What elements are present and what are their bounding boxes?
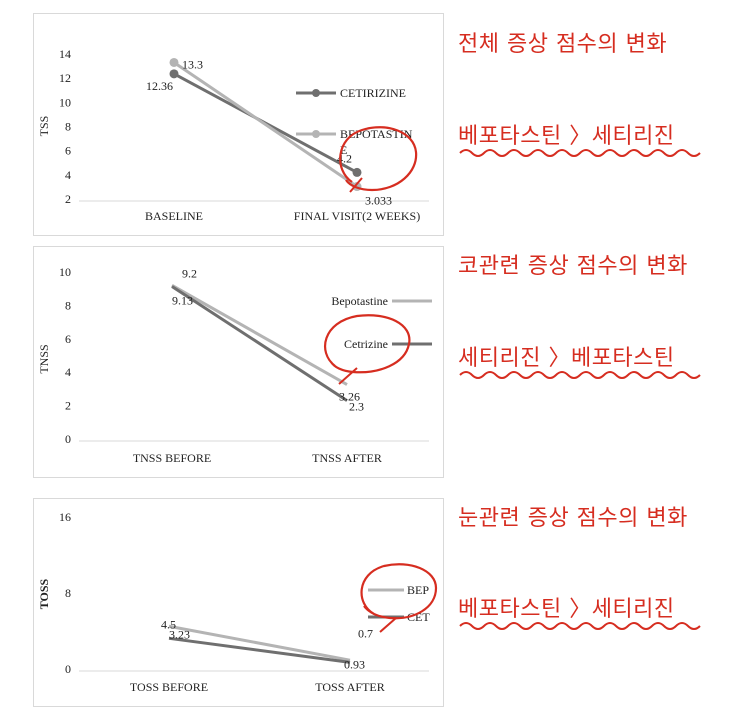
y-tick-label: 2 [65, 399, 71, 413]
annotation-circle-tss [339, 126, 418, 193]
y-tick-label: 14 [59, 47, 71, 61]
data-point [352, 167, 362, 177]
x-tick-label: TNSS BEFORE [133, 451, 211, 465]
data-label: 3.23 [169, 627, 190, 641]
legend-marker [312, 89, 320, 97]
series-line-bepotastine [171, 284, 348, 386]
legend-label: Bepotastine [331, 294, 388, 308]
annotation-underline-tnss [459, 371, 701, 379]
annotation-heading-tss: 전체 증상 점수의 변화 [458, 32, 668, 57]
data-label: 2.3 [349, 400, 364, 414]
legend-label: BEP [407, 583, 429, 597]
y-tick-label: 0 [65, 662, 71, 676]
data-label: 12.36 [146, 79, 173, 93]
y-tick-label: 8 [65, 586, 71, 600]
y-tick-label: 2 [65, 192, 71, 206]
chart-toss: 0 8 16 TOSS TOSS BEFORE TOSS AFTER 4.53.23 0.93… [37, 510, 430, 694]
data-label: 0.7 [358, 626, 373, 640]
y-tick-label: 8 [65, 298, 71, 312]
y-tick-label: 4 [65, 168, 71, 182]
annotation-heading-tnss: 코관련 증상 점수의 변화 [458, 254, 688, 279]
y-tick-label: 0 [65, 432, 71, 446]
legend-label: CETIRIZINE [340, 86, 406, 100]
annotation-underline-toss [459, 622, 701, 630]
x-tick-label: BASELINE [145, 209, 203, 223]
data-label: 4.5 [161, 617, 176, 631]
y-axis-label: TNSS [37, 344, 51, 373]
series-line-cetrizine [171, 285, 348, 402]
data-label: 3.033 [365, 194, 392, 208]
y-tick-label: 8 [65, 120, 71, 134]
y-tick-label: 6 [65, 144, 71, 158]
chart-panel-tss: 2 4 6 8 10 12 14 TSS BASELINE FINAL VISIT(2 WEEKS… [33, 13, 444, 236]
chart-tss: 2 4 6 8 10 12 14 TSS BASELINE FINAL VISIT(2 WEEKS… [37, 47, 429, 223]
annotation-verdict-tnss: 세티리진 〉베포타스틴 [458, 346, 675, 371]
data-point [169, 57, 179, 67]
x-tick-label: TOSS BEFORE [130, 680, 208, 694]
chart-tnss: 0 2 4 6 8 10 TNSS TNSS BEFORE TNSS AFTER 9.2 3.26 9… [37, 265, 432, 465]
data-label: 9.2 [182, 266, 197, 280]
annotation-circle-toss [360, 563, 438, 633]
chart-panel-toss: 0 8 16 TOSS TOSS BEFORE TOSS AFTER 4.5 3.23 0.93… [33, 498, 444, 707]
legend-marker [312, 130, 320, 138]
y-tick-label: 4 [65, 365, 71, 379]
chart-panel-tnss: 0 2 4 6 8 10 TNSS TNSS BEFORE TNSS AFTER 9.2 3.26 9… [33, 246, 444, 478]
y-tick-label: 12 [59, 71, 71, 85]
y-tick-label: 16 [59, 510, 71, 524]
annotation-verdict-toss: 베포타스틴 〉세티리진 [458, 597, 675, 622]
y-tick-label: 6 [65, 332, 71, 346]
annotation-heading-toss: 눈관련 증상 점수의 변화 [458, 506, 688, 531]
annotation-underline-tss [459, 149, 701, 157]
data-label: 3.26 [339, 390, 360, 404]
x-tick-label: TNSS AFTER [312, 451, 382, 465]
y-axis-label: TSS [37, 116, 51, 137]
legend-label: E [340, 143, 347, 157]
x-tick-label: TOSS AFTER [315, 680, 384, 694]
series-line-cet [168, 636, 351, 664]
x-tick-label: FINAL VISIT(2 WEEKS) [294, 209, 420, 223]
legend-label: CET [407, 610, 430, 624]
y-tick-label: 10 [59, 95, 71, 109]
data-point [169, 69, 179, 79]
legend-label: Cetrizine [344, 337, 388, 351]
data-label: 0.93 [344, 657, 365, 671]
annotation-verdict-tss: 베포타스틴 〉세티리진 [458, 124, 675, 149]
series-line-bepotastine [173, 61, 358, 188]
y-axis-label: TOSS [37, 578, 51, 609]
series-line-bep [168, 624, 351, 662]
data-label: 9.13 [172, 294, 193, 308]
annotation-circle-tnss [324, 314, 411, 385]
data-label: 13.3 [182, 57, 203, 71]
y-tick-label: 10 [59, 265, 71, 279]
